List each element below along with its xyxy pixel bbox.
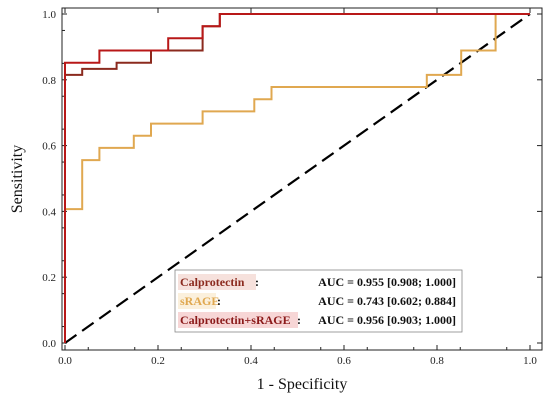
x-tick-label: 0.0 xyxy=(58,355,72,367)
reference-diagonal xyxy=(64,13,531,344)
legend-colon: : xyxy=(297,313,301,327)
y-tick-label: 0.2 xyxy=(42,272,56,284)
y-tick-label: 1.0 xyxy=(42,9,56,21)
series-line-srage xyxy=(64,13,530,343)
x-axis-title: 1 - Specificity xyxy=(257,376,348,393)
y-tick-label: 0.0 xyxy=(42,338,56,350)
x-tick-label: 0.2 xyxy=(151,355,165,367)
axes: 0.0 0.2 0.4 0.6 0.8 1.0 0.0 0.2 0.4 0.6 0.8 1.0 1 - … xyxy=(9,7,543,393)
legend-series-name: sRAGE xyxy=(180,294,219,308)
legend-series-name: Calprotectin+sRAGE xyxy=(180,313,291,327)
x-tick-label: 1.0 xyxy=(523,355,537,367)
y-tick-label: 0.4 xyxy=(42,206,56,218)
legend-name-highlight xyxy=(178,274,256,290)
legend-colon: : xyxy=(217,294,221,308)
plot-frame xyxy=(61,7,543,351)
roc-curves xyxy=(64,13,531,344)
legend-name-highlight xyxy=(178,312,298,328)
y-tick-label: 0.6 xyxy=(42,141,56,153)
y-tick-label: 0.8 xyxy=(42,75,56,87)
x-tick-label: 0.4 xyxy=(244,355,258,367)
legend-colon: : xyxy=(255,275,259,289)
x-tick-label: 0.8 xyxy=(430,355,444,367)
legend-auc-value: AUC = 0.743 [0.602; 0.884] xyxy=(318,294,456,308)
x-tick-label: 0.6 xyxy=(337,355,351,367)
series-line-calprotectin-srage xyxy=(64,13,530,343)
legend-auc-value: AUC = 0.955 [0.908; 1.000] xyxy=(318,275,456,289)
legend: Calprotectin: AUC = 0.955 [0.908; 1.000] s… xyxy=(174,269,463,333)
legend-name-highlight xyxy=(178,293,216,309)
y-axis-title: Sensitivity xyxy=(9,145,26,213)
legend-auc-value: AUC = 0.956 [0.903; 1.000] xyxy=(318,313,456,327)
legend-series-name: Calprotectin xyxy=(180,275,245,289)
